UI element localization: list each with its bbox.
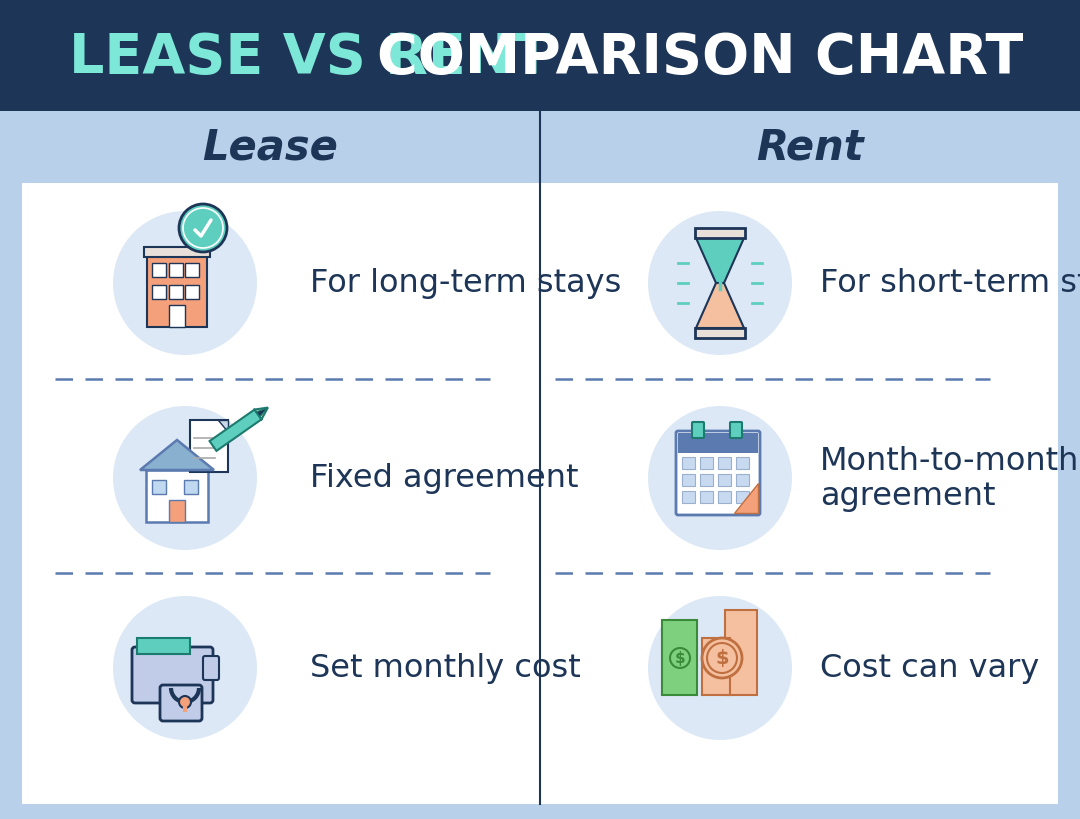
- FancyBboxPatch shape: [700, 491, 713, 504]
- Circle shape: [702, 638, 742, 678]
- Text: Rent: Rent: [756, 127, 864, 169]
- Text: For short-term stays: For short-term stays: [820, 268, 1080, 299]
- Text: LEASE VS RENT: LEASE VS RENT: [69, 31, 551, 85]
- FancyBboxPatch shape: [147, 256, 207, 328]
- Polygon shape: [696, 283, 744, 328]
- FancyBboxPatch shape: [0, 112, 22, 819]
- FancyBboxPatch shape: [1058, 112, 1080, 819]
- FancyBboxPatch shape: [160, 686, 202, 721]
- FancyBboxPatch shape: [184, 481, 198, 495]
- Circle shape: [648, 406, 792, 550]
- Circle shape: [648, 212, 792, 355]
- FancyBboxPatch shape: [0, 804, 1080, 819]
- Text: Cost can vary: Cost can vary: [820, 653, 1039, 684]
- Text: Month-to-month
agreement: Month-to-month agreement: [820, 445, 1079, 512]
- FancyBboxPatch shape: [676, 432, 760, 515]
- FancyBboxPatch shape: [730, 423, 742, 438]
- FancyBboxPatch shape: [168, 264, 183, 278]
- Polygon shape: [218, 420, 228, 432]
- FancyBboxPatch shape: [132, 647, 213, 704]
- FancyBboxPatch shape: [735, 491, 750, 504]
- Polygon shape: [734, 483, 758, 514]
- FancyBboxPatch shape: [168, 500, 185, 523]
- Polygon shape: [256, 408, 268, 418]
- Circle shape: [179, 205, 227, 253]
- FancyBboxPatch shape: [22, 183, 1058, 804]
- FancyBboxPatch shape: [681, 458, 696, 469]
- FancyBboxPatch shape: [718, 474, 731, 486]
- FancyBboxPatch shape: [702, 638, 730, 695]
- Polygon shape: [255, 408, 268, 420]
- Polygon shape: [696, 238, 744, 283]
- FancyBboxPatch shape: [735, 458, 750, 469]
- Circle shape: [179, 696, 191, 708]
- FancyBboxPatch shape: [203, 656, 219, 680]
- FancyBboxPatch shape: [22, 112, 1058, 183]
- FancyBboxPatch shape: [168, 305, 185, 328]
- FancyBboxPatch shape: [152, 286, 166, 300]
- FancyBboxPatch shape: [185, 264, 199, 278]
- FancyBboxPatch shape: [718, 458, 731, 469]
- FancyBboxPatch shape: [195, 238, 203, 250]
- FancyBboxPatch shape: [0, 0, 1080, 112]
- FancyBboxPatch shape: [185, 286, 199, 300]
- Polygon shape: [210, 410, 261, 451]
- Circle shape: [113, 212, 257, 355]
- Text: Fixed agreement: Fixed agreement: [310, 463, 579, 494]
- FancyBboxPatch shape: [681, 474, 696, 486]
- FancyBboxPatch shape: [725, 610, 757, 695]
- FancyBboxPatch shape: [700, 474, 713, 486]
- FancyBboxPatch shape: [146, 470, 208, 523]
- Circle shape: [113, 596, 257, 740]
- Circle shape: [648, 596, 792, 740]
- FancyBboxPatch shape: [144, 247, 210, 258]
- FancyBboxPatch shape: [696, 328, 745, 338]
- FancyBboxPatch shape: [681, 491, 696, 504]
- Text: $: $: [675, 651, 686, 666]
- Text: Lease: Lease: [202, 127, 338, 169]
- FancyBboxPatch shape: [735, 474, 750, 486]
- Text: Set monthly cost: Set monthly cost: [310, 653, 581, 684]
- FancyBboxPatch shape: [168, 286, 183, 300]
- Polygon shape: [137, 638, 190, 654]
- FancyBboxPatch shape: [700, 458, 713, 469]
- Text: For long-term stays: For long-term stays: [310, 268, 621, 299]
- FancyBboxPatch shape: [678, 433, 758, 454]
- FancyBboxPatch shape: [190, 420, 228, 473]
- FancyBboxPatch shape: [152, 481, 166, 495]
- FancyBboxPatch shape: [152, 264, 166, 278]
- Text: $: $: [715, 649, 729, 667]
- FancyBboxPatch shape: [662, 620, 697, 695]
- FancyBboxPatch shape: [696, 229, 745, 238]
- Text: COMPARISON CHART: COMPARISON CHART: [377, 31, 1023, 85]
- Circle shape: [113, 406, 257, 550]
- Polygon shape: [140, 441, 214, 470]
- FancyBboxPatch shape: [718, 491, 731, 504]
- FancyBboxPatch shape: [692, 423, 704, 438]
